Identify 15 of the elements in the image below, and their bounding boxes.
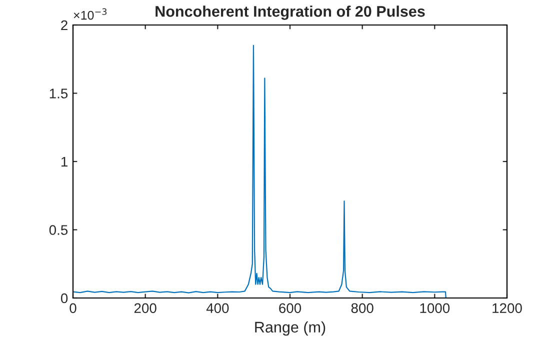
x-tick-label: 200 — [134, 303, 156, 314]
x-tick-label: 0 — [70, 303, 76, 314]
y-tick-label: 1.5 — [50, 88, 68, 98]
x-tick-label: 1000 — [420, 303, 450, 314]
y-tick-label: 2 — [61, 20, 68, 30]
text: ×10$^{−3}$ — [74, 8, 107, 20]
x-tick-label: 600 — [279, 303, 302, 314]
x-tick-label: 400 — [206, 303, 229, 314]
x-tick-label: 800 — [351, 303, 374, 314]
x-axis-title: Range (m) — [255, 321, 326, 336]
x-tick-label: 1200 — [492, 303, 522, 314]
y-tick-label: 0 — [60, 293, 68, 304]
y-tick-label: 0.5 — [49, 225, 68, 235]
chart-title: Noncoherent Integration of 20 Pulses — [156, 6, 425, 20]
y-tick-label: 1 — [61, 156, 68, 167]
